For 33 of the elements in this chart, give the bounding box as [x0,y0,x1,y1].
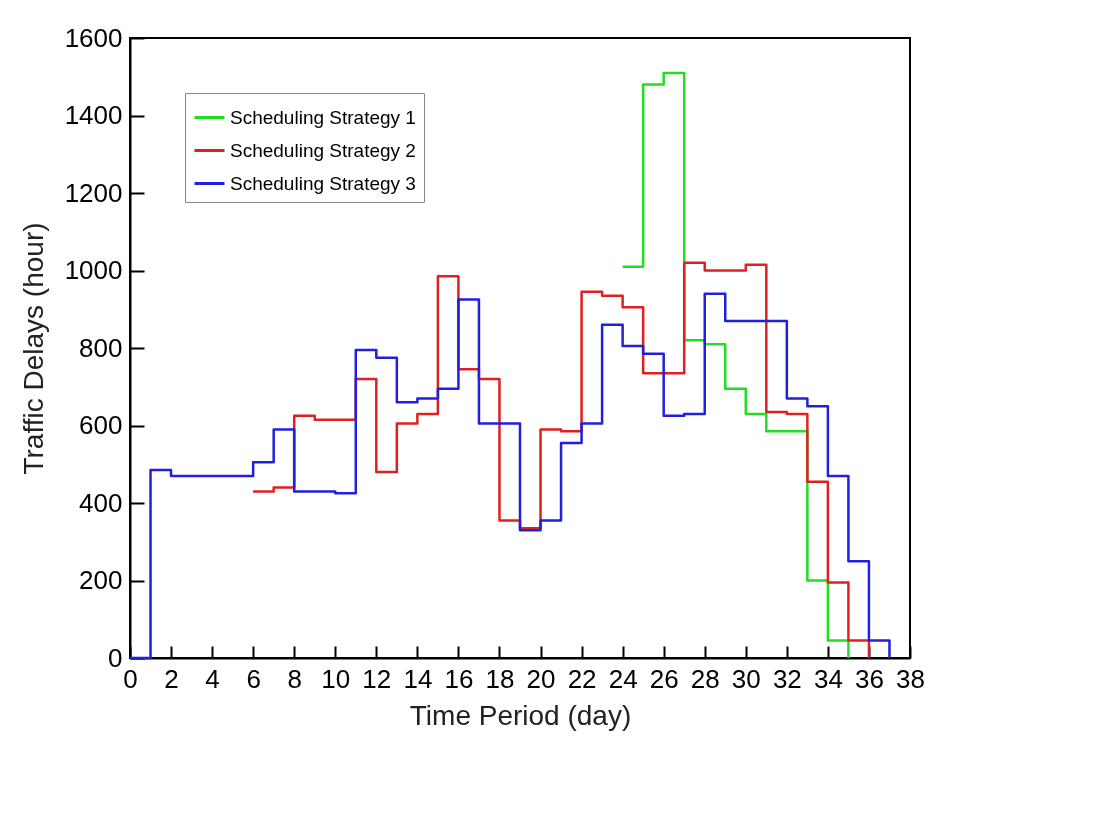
x-tick-label: 18 [485,663,515,694]
x-tick-label: 24 [608,663,638,694]
x-tick-label: 28 [690,663,720,694]
x-tick-label: 22 [567,663,597,694]
x-tick-label: 6 [246,663,261,694]
x-tick-label: 10 [321,663,351,694]
y-tick-label: 0 [108,642,123,673]
x-tick-label: 34 [813,663,843,694]
y-tick-label: 1600 [64,22,123,53]
x-tick-label: 38 [896,663,925,694]
y-axis-title: Traffic Delays (hour) [17,222,49,475]
x-tick-label: 32 [772,663,802,694]
legend-label: Scheduling Strategy 3 [230,172,416,194]
x-tick-label: 26 [649,663,679,694]
y-tick-label: 600 [79,410,123,440]
x-tick-label: 12 [362,663,392,694]
y-tick-label: 1400 [64,100,123,130]
x-tick-label: 36 [854,663,884,694]
y-tick-label: 800 [79,332,123,363]
x-tick-label: 14 [403,663,433,694]
x-tick-label: 30 [731,663,761,694]
x-tick-label: 2 [164,663,179,694]
legend-label: Scheduling Strategy 2 [230,139,416,161]
x-axis-title: Time Period (day) [409,699,632,731]
x-tick-label: 16 [444,663,474,694]
y-tick-label: 1000 [64,255,123,285]
y-tick-label: 200 [79,565,123,595]
x-tick-label: 4 [205,663,220,694]
x-tick-label: 20 [526,663,556,694]
legend-label: Scheduling Strategy 1 [230,106,416,128]
x-tick-label: 8 [287,663,302,694]
y-tick-label: 400 [79,487,123,518]
y-tick-label: 1200 [64,177,123,208]
